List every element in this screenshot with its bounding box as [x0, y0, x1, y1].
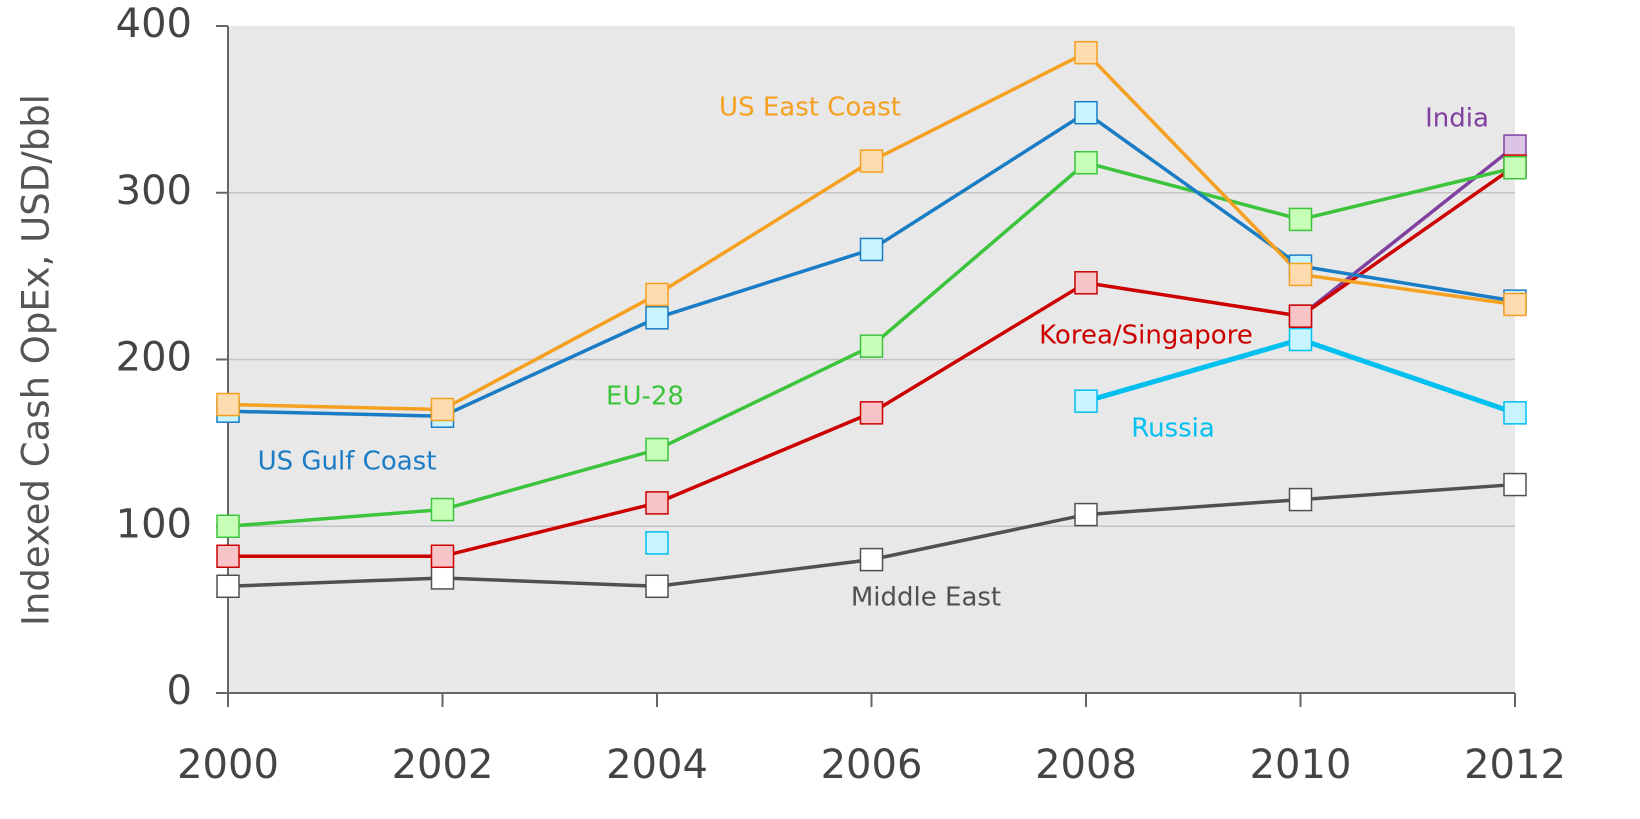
series-label: US Gulf Coast [258, 447, 437, 477]
series-label: Middle East [851, 583, 1001, 613]
y-tick-label: 400 [116, 1, 192, 47]
marker [859, 547, 884, 572]
marker [430, 497, 455, 522]
x-tick-label: 2002 [392, 742, 494, 788]
marker [645, 491, 669, 515]
marker [645, 437, 669, 462]
marker [1074, 100, 1098, 125]
series-label: EU-28 [606, 382, 684, 412]
x-tick-label: 2008 [1035, 742, 1137, 788]
marker [1288, 487, 1313, 512]
marker [1074, 40, 1098, 65]
marker [1074, 271, 1098, 295]
marker [1288, 262, 1313, 287]
marker [859, 334, 884, 358]
y-tick-label: 0 [167, 668, 192, 714]
marker [1288, 327, 1313, 352]
y-axis-label: Indexed Cash OpEx, USD/bbl [15, 94, 58, 626]
x-tick-label: 2012 [1464, 742, 1566, 788]
series-label: US East Coast [719, 93, 901, 123]
marker [1288, 304, 1313, 328]
marker [216, 544, 240, 569]
marker [430, 397, 455, 422]
marker [430, 544, 455, 569]
x-tick-label: 2006 [821, 742, 923, 788]
marker [1503, 292, 1527, 317]
marker [216, 574, 240, 599]
marker [645, 574, 669, 599]
marker [1074, 502, 1098, 527]
marker [859, 149, 884, 173]
marker [430, 566, 455, 590]
series-label: India [1425, 104, 1489, 134]
marker [859, 401, 884, 425]
x-tick-label: 2000 [177, 742, 279, 788]
marker [216, 392, 240, 417]
x-tick-label: 2010 [1250, 742, 1352, 788]
marker [1503, 155, 1527, 180]
series-label: Korea/Singapore [1039, 321, 1253, 351]
marker [1503, 134, 1527, 158]
marker [1288, 207, 1313, 232]
marker [1503, 401, 1527, 425]
y-tick-label: 100 [116, 501, 192, 547]
y-tick-label: 300 [116, 168, 192, 214]
series-label: Russia [1131, 414, 1215, 444]
marker [1074, 389, 1098, 413]
x-tick-label: 2004 [606, 742, 708, 788]
marker [645, 306, 669, 330]
y-tick-label: 200 [116, 335, 192, 381]
marker [859, 237, 884, 262]
marker [216, 514, 240, 538]
marker [1074, 150, 1098, 175]
series-line [1299, 144, 1517, 318]
marker [645, 531, 669, 555]
marker [1503, 472, 1527, 497]
marker [645, 282, 669, 307]
